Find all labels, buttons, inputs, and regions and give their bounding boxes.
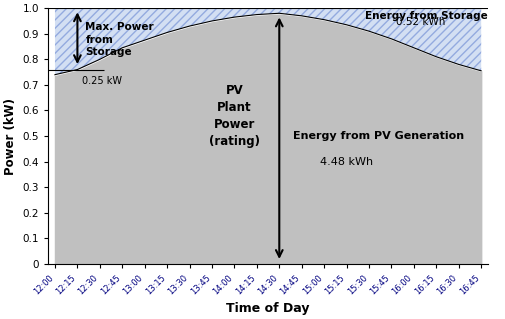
Text: PV
Plant
Power
(rating): PV Plant Power (rating) — [209, 84, 260, 148]
Text: Energy from PV Generation: Energy from PV Generation — [293, 131, 464, 141]
Text: 0.25 kW: 0.25 kW — [82, 76, 122, 86]
Y-axis label: Power (kW): Power (kW) — [4, 98, 17, 174]
Text: Max. Power
from
Storage: Max. Power from Storage — [85, 22, 154, 57]
Text: Energy from Storage: Energy from Storage — [365, 11, 487, 21]
Text: 0.52 kWh: 0.52 kWh — [396, 17, 445, 27]
X-axis label: Time of Day: Time of Day — [226, 302, 310, 315]
Text: 4.48 kWh: 4.48 kWh — [320, 157, 373, 167]
